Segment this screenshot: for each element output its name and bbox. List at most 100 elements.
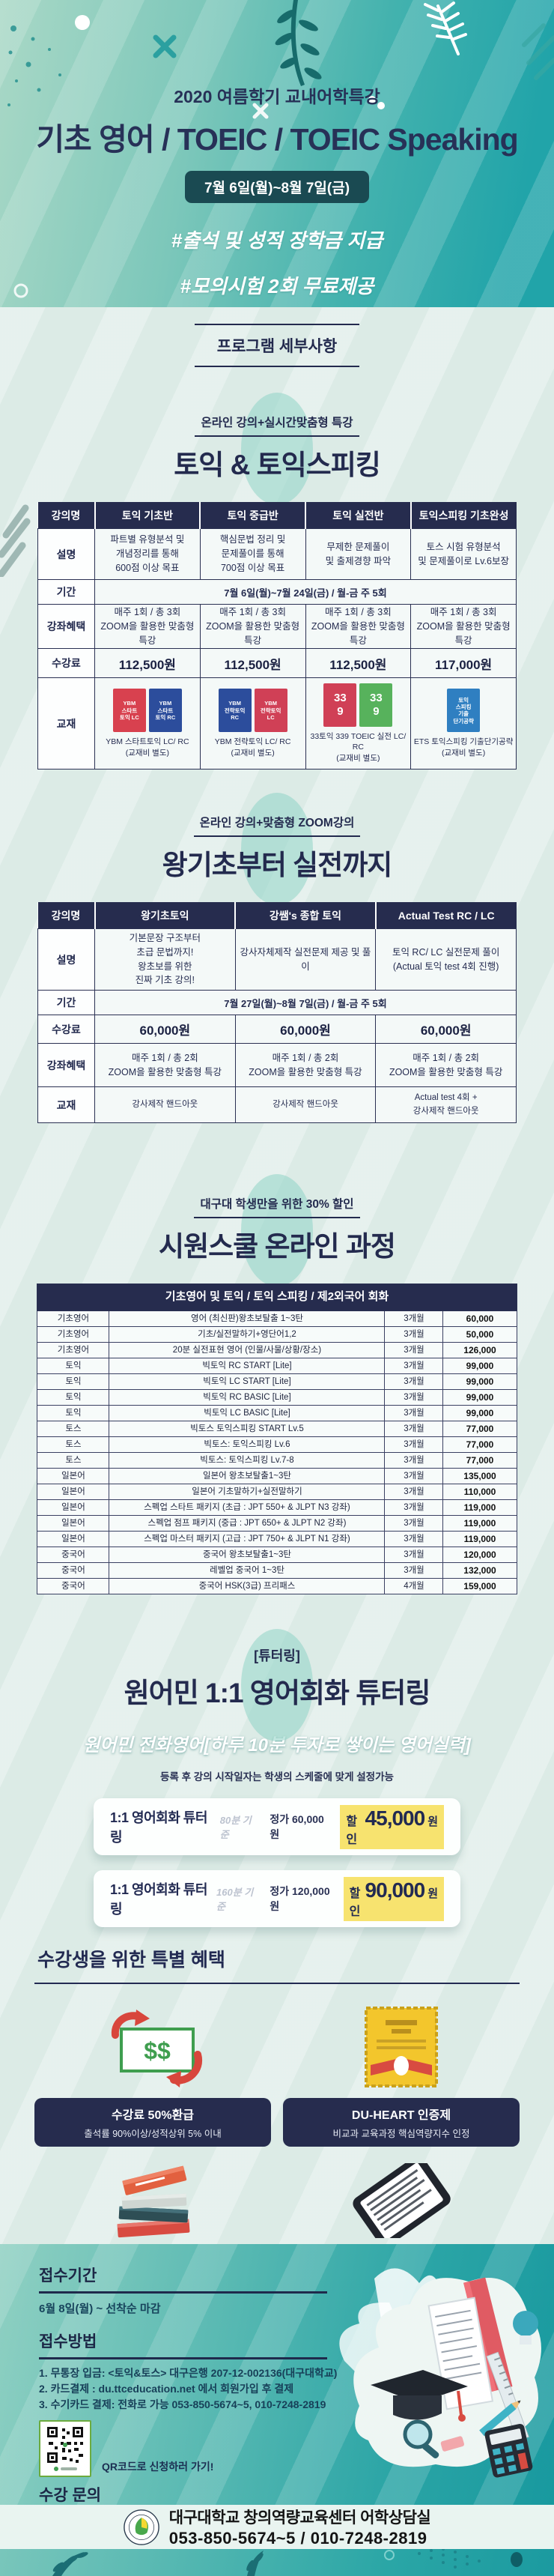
svg-text:$$: $$ (144, 2037, 171, 2064)
footer-info-section: 접수기간 6월 8일(월) ~ 선착순 마감 접수방법 1. 무통장 입금: <… (0, 2244, 554, 2505)
col-course-name: 강의명 (37, 902, 96, 929)
benefit-subtitle: 비교과 교육과정 핵심역량지수 인정 (332, 2129, 470, 2139)
book-cover: YBM 스타트 토익 RC (148, 689, 182, 733)
toeic-course-table: 강의명 토익 기초반 토익 중급반 토익 실전반 토익스피킹 기초완성 설명 파… (37, 502, 517, 770)
table-row: 토스 빅토스: 토익스피킹 Lv.6 3개월 77,000 (37, 1436, 517, 1453)
method-line-phone: 3. 수기카드 결제: 전화로 가능 053-850-5674~5, 010-7… (39, 2398, 326, 2410)
desc-intermediate: 핵심문법 정리 및 문제풀이를 통해 700점 이상 목표 (199, 528, 306, 580)
table-row: 중국어 레벨업 중국어 1~3탄 3개월 132,000 (37, 1562, 517, 1579)
table-header-row: 강의명 토익 기초반 토익 중급반 토익 실전반 토익스피킹 기초완성 (37, 502, 517, 529)
col-actual-test: Actual Test RC / LC (374, 902, 517, 929)
zoom-course-table: 강의명 왕기초토익 강쌤's 종합 토익 Actual Test RC / LC… (37, 902, 517, 1123)
section-siwonschool-subtitle: 대구대 학생만을 위한 30% 할인 (194, 1195, 360, 1218)
period-row: 기간 7월 6일(월)~7월 24일(금) / 월-금 주 5회 (37, 579, 517, 605)
textbook-intermediate: YBM 전략토익 RC YBM 전략토익 LC YBM 전략토익 LC/ RC … (201, 684, 305, 762)
band-phone-numbers: 053-850-5674~5 / 010-7248-2819 (168, 2529, 427, 2548)
book-cover: YBM 스타트 토익 LC (112, 689, 146, 733)
tablet-icon (353, 2163, 451, 2238)
book-beginner: 강사제작 핸드아웃 (94, 1086, 236, 1123)
row-label-fee: 수강료 (37, 648, 95, 679)
book-comprehensive: 강사제작 핸드아웃 (234, 1086, 377, 1123)
book-cover: YBM 전략토익 RC (218, 689, 252, 733)
calculator-icon (484, 2423, 533, 2478)
discount-label: 할인 (346, 1815, 358, 1846)
fee-practical: 112,500원 (305, 648, 412, 679)
table-row: 토익 빅토익 RC START [Lite] 3개월 99,000 (37, 1358, 517, 1374)
fee-speaking: 117,000원 (410, 648, 517, 679)
col-practical: 토익 실전반 (305, 502, 412, 529)
book-cover: 토익 스피킹 기출 단기공략 (447, 689, 481, 733)
table-row: 토스 빅토스 토익스피킹 START Lv.5 3개월 77,000 (37, 1421, 517, 1437)
contact-heading: 수강 문의 (39, 2487, 102, 2504)
col-speaking: 토익스피킹 기초완성 (410, 502, 517, 529)
section-toeic-title: 토익 & 토익스피킹 (174, 450, 381, 480)
program-details-heading-block: 프로그램 세부사항 (0, 324, 554, 367)
fee-comprehensive: 60,000원 (234, 1015, 377, 1044)
desc-actual-test: 토익 RC/ LC 실전문제 풀이 (Actual 토익 test 4회 진행) (375, 928, 517, 991)
benefit-speaking: 매주 1회 / 총 3회 ZOOM을 활용한 맞춤형 특강 (410, 603, 517, 650)
table-band-header: 기초영어 및 토익 / 토익 스피킹 / 제2외국어 회화 (37, 1284, 517, 1311)
table-row: 토익 빅토익 RC BASIC [Lite] 3개월 99,000 (37, 1389, 517, 1406)
benefit-refund-pill: 수강료 50%환급 출석률 90%이상/성적상위 5% 이내 (34, 2098, 271, 2147)
desc-beginner: 기본문장 구조부터 초급 문법까지! 왕초보를 위한 진짜 기초 강의! (94, 928, 236, 991)
benefit-refund: $$ 수강료 50%환급 출석률 90%이상/성적상위 5% 이내 (34, 2004, 271, 2147)
fee-basic: 112,500원 (94, 648, 201, 679)
qr-caption: QR코드로 신청하러 가기! (102, 2461, 214, 2473)
university-band: 대구대학교 창의역량교육센터 어학상담실 053-850-5674~5 / 01… (0, 2505, 554, 2549)
refund-icon: $$ (111, 2010, 203, 2087)
desc-comprehensive: 강사자체제작 실전문제 제공 및 풀이 (234, 928, 377, 991)
discount-unit: 원 (427, 1815, 438, 1828)
online-course-price-table: 기초영어 및 토익 / 토익 스피킹 / 제2외국어 회화 기초영어 영어 (최신… (37, 1284, 517, 1594)
row-label-benefit: 강좌혜택 (37, 603, 95, 650)
period-value: 7월 27일(월)~8월 7일(금) / 월-금 주 5회 (94, 990, 517, 1015)
fee-intermediate: 112,500원 (199, 648, 306, 679)
section-zoom-title: 왕기초부터 실전까지 (162, 850, 393, 880)
section-siwonschool-head: 대구대 학생만을 위한 30% 할인 시원스쿨 온라인 과정 (0, 1195, 554, 1264)
book-caption: YBM 스타트토익 LC/ RC (교재비 별도) (106, 737, 189, 758)
card-discount-price: 할인 90,000 원 (343, 1876, 444, 1921)
section-toeic: 온라인 강의+실시간맞춤형 특강 토익 & 토익스피킹 강의명 토익 기초반 토… (0, 414, 554, 770)
footer-left-column: 접수기간 6월 8일(월) ~ 선착순 마감 접수방법 1. 무통장 입금: <… (0, 2244, 353, 2505)
benefit-title: DU-HEART 인증제 (351, 2109, 451, 2122)
benefit-duheart: DU-HEART 인증제 비교과 교육과정 핵심역량지수 인정 (283, 2004, 520, 2147)
book-row: 교재 강사제작 핸드아웃 강사제작 핸드아웃 Actual test 4회 + … (37, 1086, 517, 1123)
table-row: 기초영어 20분 실전표현 영어 (인물/사물/상황/장소) 3개월 126,000 (37, 1342, 517, 1358)
fee-row: 수강료 112,500원 112,500원 112,500원 117,000원 (37, 648, 517, 679)
book-cover: 33 9 (323, 683, 357, 728)
desc-row: 설명 파트별 유형분석 및 개념정리를 통해 600점 이상 목표 핵심문법 정… (37, 528, 517, 580)
benefits-heading: 수강생을 위한 특별 혜택 (34, 1945, 520, 1984)
book-caption: ETS 토익스피킹 기출단기공략 (교재비 별도) (413, 737, 514, 758)
textbook-speaking: 토익 스피킹 기출 단기공략 ETS 토익스피킹 기출단기공략 (교재비 별도) (412, 684, 515, 762)
table-row: 토익 빅토익 LC BASIC [Lite] 3개월 99,000 (37, 1405, 517, 1421)
graduation-cap-icon (371, 2370, 468, 2422)
event-subtitle: 2020 여름학기 교내어학특강 (174, 87, 380, 106)
band-title: 기초영어 및 토익 / 토익 스피킹 / 제2외국어 회화 (37, 1284, 517, 1311)
card-course-name: 1:1 영어회화 튜터링 (110, 1882, 207, 1917)
university-logo (124, 2509, 159, 2545)
band-org-name: 대구대학교 창의역량교육센터 어학상담실 (168, 2509, 431, 2527)
desc-speaking: 토스 시험 유형분석 및 문제풀이로 Lv.6보장 (410, 528, 517, 580)
col-comprehensive: 강쌤's 종합 토익 (234, 902, 377, 929)
row-label-benefit: 강좌혜택 (37, 1043, 95, 1087)
row-label-desc: 설명 (37, 928, 95, 991)
benefit-beginner: 매주 1회 / 총 2회 ZOOM을 활용한 맞춤형 특강 (94, 1043, 236, 1087)
col-basic: 토익 기초반 (94, 502, 201, 529)
hashtag-scholarship: #출석 및 성적 장학금 지급 (171, 229, 383, 252)
table-row: 일본어 일본어 왕초보탈출1~3탄 3개월 135,000 (37, 1468, 517, 1484)
certificate-icon (365, 2007, 438, 2087)
benefit-basic: 매주 1회 / 총 3회 ZOOM을 활용한 맞춤형 특강 (94, 603, 201, 650)
book-stack-icon (117, 2165, 190, 2238)
table-row: 중국어 중국어 왕초보탈출1~3탄 3개월 120,000 (37, 1546, 517, 1563)
benefit-subtitle: 출석률 90%이상/성적상위 5% 이내 (84, 2129, 222, 2139)
section-siwonschool: 대구대 학생만을 위한 30% 할인 시원스쿨 온라인 과정 기초영어 및 토익… (0, 1195, 554, 1594)
qr-code (39, 2420, 91, 2477)
table-row: 기초영어 기초/실전말하기+영단어1,2 3개월 50,000 (37, 1326, 517, 1343)
book-cover: 33 9 (359, 683, 393, 728)
textbook-basic: YBM 스타트 토익 LC YBM 스타트 토익 RC YBM 스타트토익 LC… (96, 684, 199, 762)
book-caption: YBM 전략토익 LC/ RC (교재비 별도) (214, 737, 291, 758)
book-row: 교재 YBM 스타트 토익 LC YBM 스타트 토익 RC YBM 스타트토익… (37, 677, 517, 770)
table-row: 중국어 중국어 HSK(3급) 프리패스 4개월 159,000 (37, 1578, 517, 1594)
card-duration-badge: 160분 기준 (216, 1887, 254, 1912)
method-line-card: 2. 카드결제 : du.ttceducation.net 에서 회원가입 후 … (39, 2383, 294, 2395)
